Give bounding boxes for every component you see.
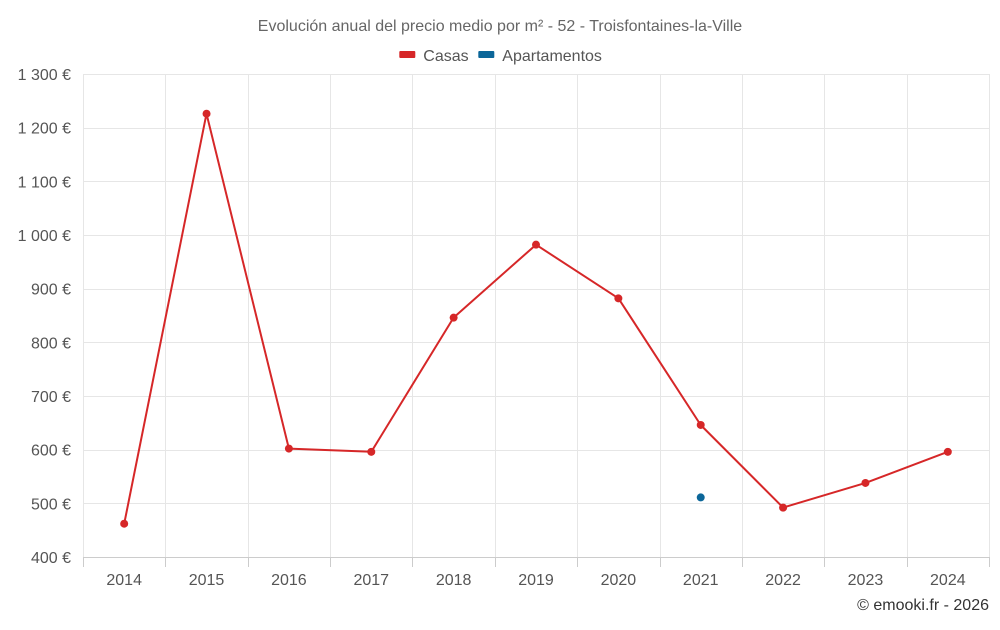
x-tick-label: 2017 bbox=[353, 572, 389, 589]
data-point-casas bbox=[284, 444, 293, 453]
grid bbox=[83, 74, 990, 558]
data-point-casas bbox=[861, 478, 870, 487]
y-tick-label: 600 € bbox=[31, 443, 71, 460]
legend: Casas Apartamentos bbox=[399, 48, 602, 65]
y-tick-label: 1 300 € bbox=[18, 67, 71, 84]
y-tick-label: 400 € bbox=[31, 550, 71, 567]
x-tick-label: 2021 bbox=[683, 572, 719, 589]
legend-swatch-apartamentos bbox=[478, 51, 495, 58]
legend-item-casas: Casas bbox=[399, 48, 469, 65]
y-tick-label: 1 200 € bbox=[18, 121, 71, 138]
data-point-casas bbox=[943, 447, 952, 456]
data-point-casas bbox=[614, 294, 623, 303]
legend-label-casas: Casas bbox=[423, 48, 468, 65]
y-tick-label: 700 € bbox=[31, 389, 71, 406]
data-point-apartamentos bbox=[696, 493, 705, 502]
x-tick-label: 2024 bbox=[930, 572, 966, 589]
legend-label-apartamentos: Apartamentos bbox=[502, 48, 602, 65]
x-tick-label: 2019 bbox=[518, 572, 554, 589]
chart-title: Evolución anual del precio medio por m² … bbox=[258, 18, 742, 35]
data-point-casas bbox=[120, 519, 129, 528]
series-layer bbox=[120, 109, 952, 528]
y-tick-label: 1 000 € bbox=[18, 228, 71, 245]
x-tick-label: 2022 bbox=[765, 572, 801, 589]
data-point-casas bbox=[779, 503, 788, 512]
x-tick-label: 2020 bbox=[601, 572, 637, 589]
data-point-casas bbox=[449, 313, 458, 322]
legend-item-apartamentos: Apartamentos bbox=[478, 48, 602, 65]
y-tick-label: 800 € bbox=[31, 335, 71, 352]
x-tick-label: 2023 bbox=[848, 572, 884, 589]
y-tick-label: 900 € bbox=[31, 282, 71, 299]
x-tick-label: 2014 bbox=[106, 572, 142, 589]
y-tick-label: 500 € bbox=[31, 496, 71, 513]
data-point-casas bbox=[202, 109, 211, 118]
x-tick-label: 2015 bbox=[189, 572, 225, 589]
y-axis: 400 € 500 € 600 € 700 € 800 € 900 € 1 000 € 1 1… bbox=[18, 67, 71, 567]
data-point-casas bbox=[532, 240, 540, 249]
data-point-casas bbox=[696, 420, 705, 429]
credit-text: © emooki.fr - 2026 bbox=[857, 597, 989, 614]
x-tick-label: 2018 bbox=[436, 572, 472, 589]
y-tick-label: 1 100 € bbox=[18, 174, 71, 191]
legend-swatch-casas bbox=[399, 51, 416, 58]
x-tick-label: 2016 bbox=[271, 572, 307, 589]
data-point-casas bbox=[367, 447, 376, 456]
x-axis: 2014 2015 2016 2017 2018 2019 2020 2021 2022 2023… bbox=[83, 557, 990, 589]
